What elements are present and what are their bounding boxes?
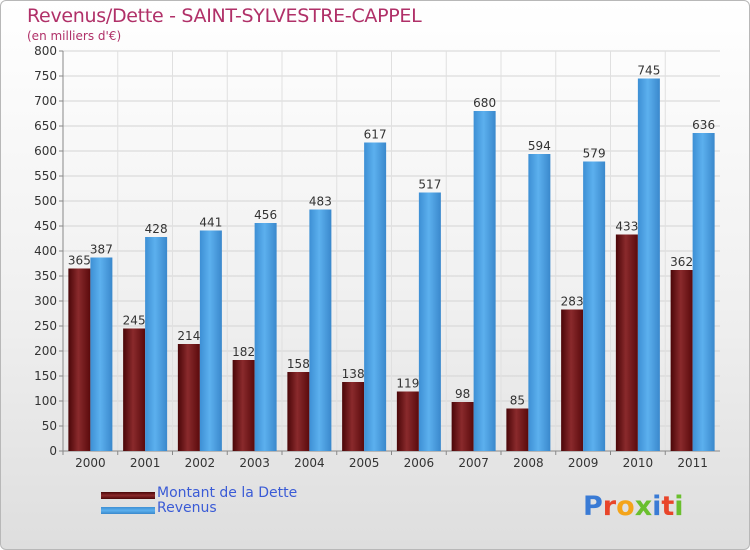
data-label-revenus-2004: 483	[309, 195, 332, 209]
data-label-revenus-2003: 456	[254, 208, 277, 222]
bar-revenus-2005	[364, 142, 387, 451]
legend-swatch-revenus	[101, 507, 155, 514]
data-label-revenus-2010: 745	[637, 64, 660, 78]
y-tick-label: 350	[34, 269, 57, 283]
data-label-revenus-2007: 680	[473, 96, 496, 110]
y-tick-label: 50	[42, 419, 57, 433]
y-tick-label: 500	[34, 194, 57, 208]
axes	[59, 50, 720, 455]
data-label-debt-2009: 283	[561, 295, 584, 309]
data-label-debt-2008: 85	[510, 394, 525, 408]
bar-revenus-2006	[418, 192, 441, 451]
x-tick-label: 2007	[458, 456, 489, 470]
y-tick-label: 100	[34, 394, 57, 408]
bar-revenus-2003	[254, 223, 277, 451]
data-label-revenus-2001: 428	[145, 222, 168, 236]
bar-debt-2002	[177, 344, 200, 451]
legend-label-revenus: Revenus	[157, 500, 217, 516]
bar-debt-2005	[342, 382, 365, 451]
tick-labels: 0 50 100 150 200 250 300 350 400 450 500 550 600 650 7…	[34, 44, 708, 470]
x-tick-label: 2000	[75, 456, 106, 470]
bar-revenus-2011	[692, 133, 715, 451]
bar-debt-2008	[506, 408, 529, 451]
x-tick-label: 2001	[130, 456, 161, 470]
y-tick-label: 550	[34, 169, 57, 183]
data-label-debt-2006: 119	[396, 377, 419, 391]
bar-revenus-2008	[528, 154, 551, 451]
bar-revenus-2004	[309, 209, 332, 451]
logo-letter: o	[616, 491, 635, 522]
y-tick-label: 600	[34, 144, 57, 158]
y-tick-label: 250	[34, 319, 57, 333]
data-label-debt-2002: 214	[177, 329, 200, 343]
data-label-debt-2005: 138	[342, 367, 365, 381]
bar-revenus-2000	[90, 257, 113, 451]
bar-debt-2007	[451, 402, 474, 451]
data-label-revenus-2002: 441	[199, 216, 222, 230]
y-tick-label: 300	[34, 294, 57, 308]
x-tick-label: 2003	[239, 456, 270, 470]
grid-lines	[63, 50, 720, 452]
bar-debt-2006	[396, 391, 419, 451]
bar-debt-2004	[287, 372, 310, 451]
data-label-debt-2007: 98	[455, 387, 470, 401]
data-label-debt-2000: 365	[68, 254, 91, 268]
y-tick-label: 150	[34, 369, 57, 383]
y-tick-label: 450	[34, 219, 57, 233]
bar-revenus-2002	[199, 230, 222, 451]
bar-revenus-2007	[473, 111, 496, 451]
logo-letter: P	[583, 491, 603, 522]
bar-debt-2000	[68, 268, 91, 451]
chart-subtitle: (en milliers d'€)	[27, 29, 122, 43]
proxiti-logo: Proxiti	[583, 491, 684, 522]
bars	[68, 78, 715, 451]
x-tick-label: 2004	[294, 456, 325, 470]
bar-debt-2009	[561, 309, 584, 451]
data-label-debt-2010: 433	[615, 220, 638, 234]
data-label-revenus-2011: 636	[692, 118, 715, 132]
bar-revenus-2001	[145, 237, 168, 451]
x-tick-label: 2010	[623, 456, 654, 470]
bar-debt-2011	[670, 270, 693, 451]
x-tick-label: 2002	[185, 456, 216, 470]
y-tick-label: 0	[49, 444, 57, 458]
x-tick-label: 2006	[404, 456, 435, 470]
legend-label-debt: Montant de la Dette	[157, 485, 298, 501]
data-label-revenus-2008: 594	[528, 139, 551, 153]
logo-letter: t	[661, 491, 675, 522]
logo-letter: i	[674, 491, 684, 522]
y-tick-label: 700	[34, 94, 57, 108]
bar-debt-2003	[232, 360, 255, 451]
x-tick-label: 2009	[568, 456, 599, 470]
data-label-debt-2003: 182	[232, 345, 255, 359]
data-label-revenus-2006: 517	[418, 178, 441, 192]
data-label-debt-2001: 245	[123, 314, 146, 328]
logo-letter: r	[602, 491, 617, 522]
data-label-revenus-2000: 387	[90, 243, 113, 257]
logo-letter: i	[652, 491, 662, 522]
data-label-revenus-2009: 579	[583, 147, 606, 161]
x-tick-label: 2011	[677, 456, 708, 470]
bar-debt-2010	[615, 234, 638, 451]
legend-swatch-debt	[101, 492, 155, 499]
y-tick-label: 800	[34, 44, 57, 58]
bar-revenus-2010	[637, 78, 660, 451]
x-tick-label: 2008	[513, 456, 544, 470]
y-tick-label: 200	[34, 344, 57, 358]
bar-revenus-2009	[583, 161, 606, 451]
y-tick-label: 400	[34, 244, 57, 258]
bar-debt-2001	[123, 328, 146, 451]
x-tick-label: 2005	[349, 456, 380, 470]
logo-letter: x	[634, 491, 653, 522]
data-label-debt-2004: 158	[287, 357, 310, 371]
y-tick-label: 650	[34, 119, 57, 133]
chart-title: Revenus/Dette - SAINT-SYLVESTRE-CAPPEL	[27, 5, 422, 27]
y-tick-label: 750	[34, 69, 57, 83]
data-label-revenus-2005: 617	[364, 128, 387, 142]
data-label-debt-2011: 362	[670, 255, 693, 269]
